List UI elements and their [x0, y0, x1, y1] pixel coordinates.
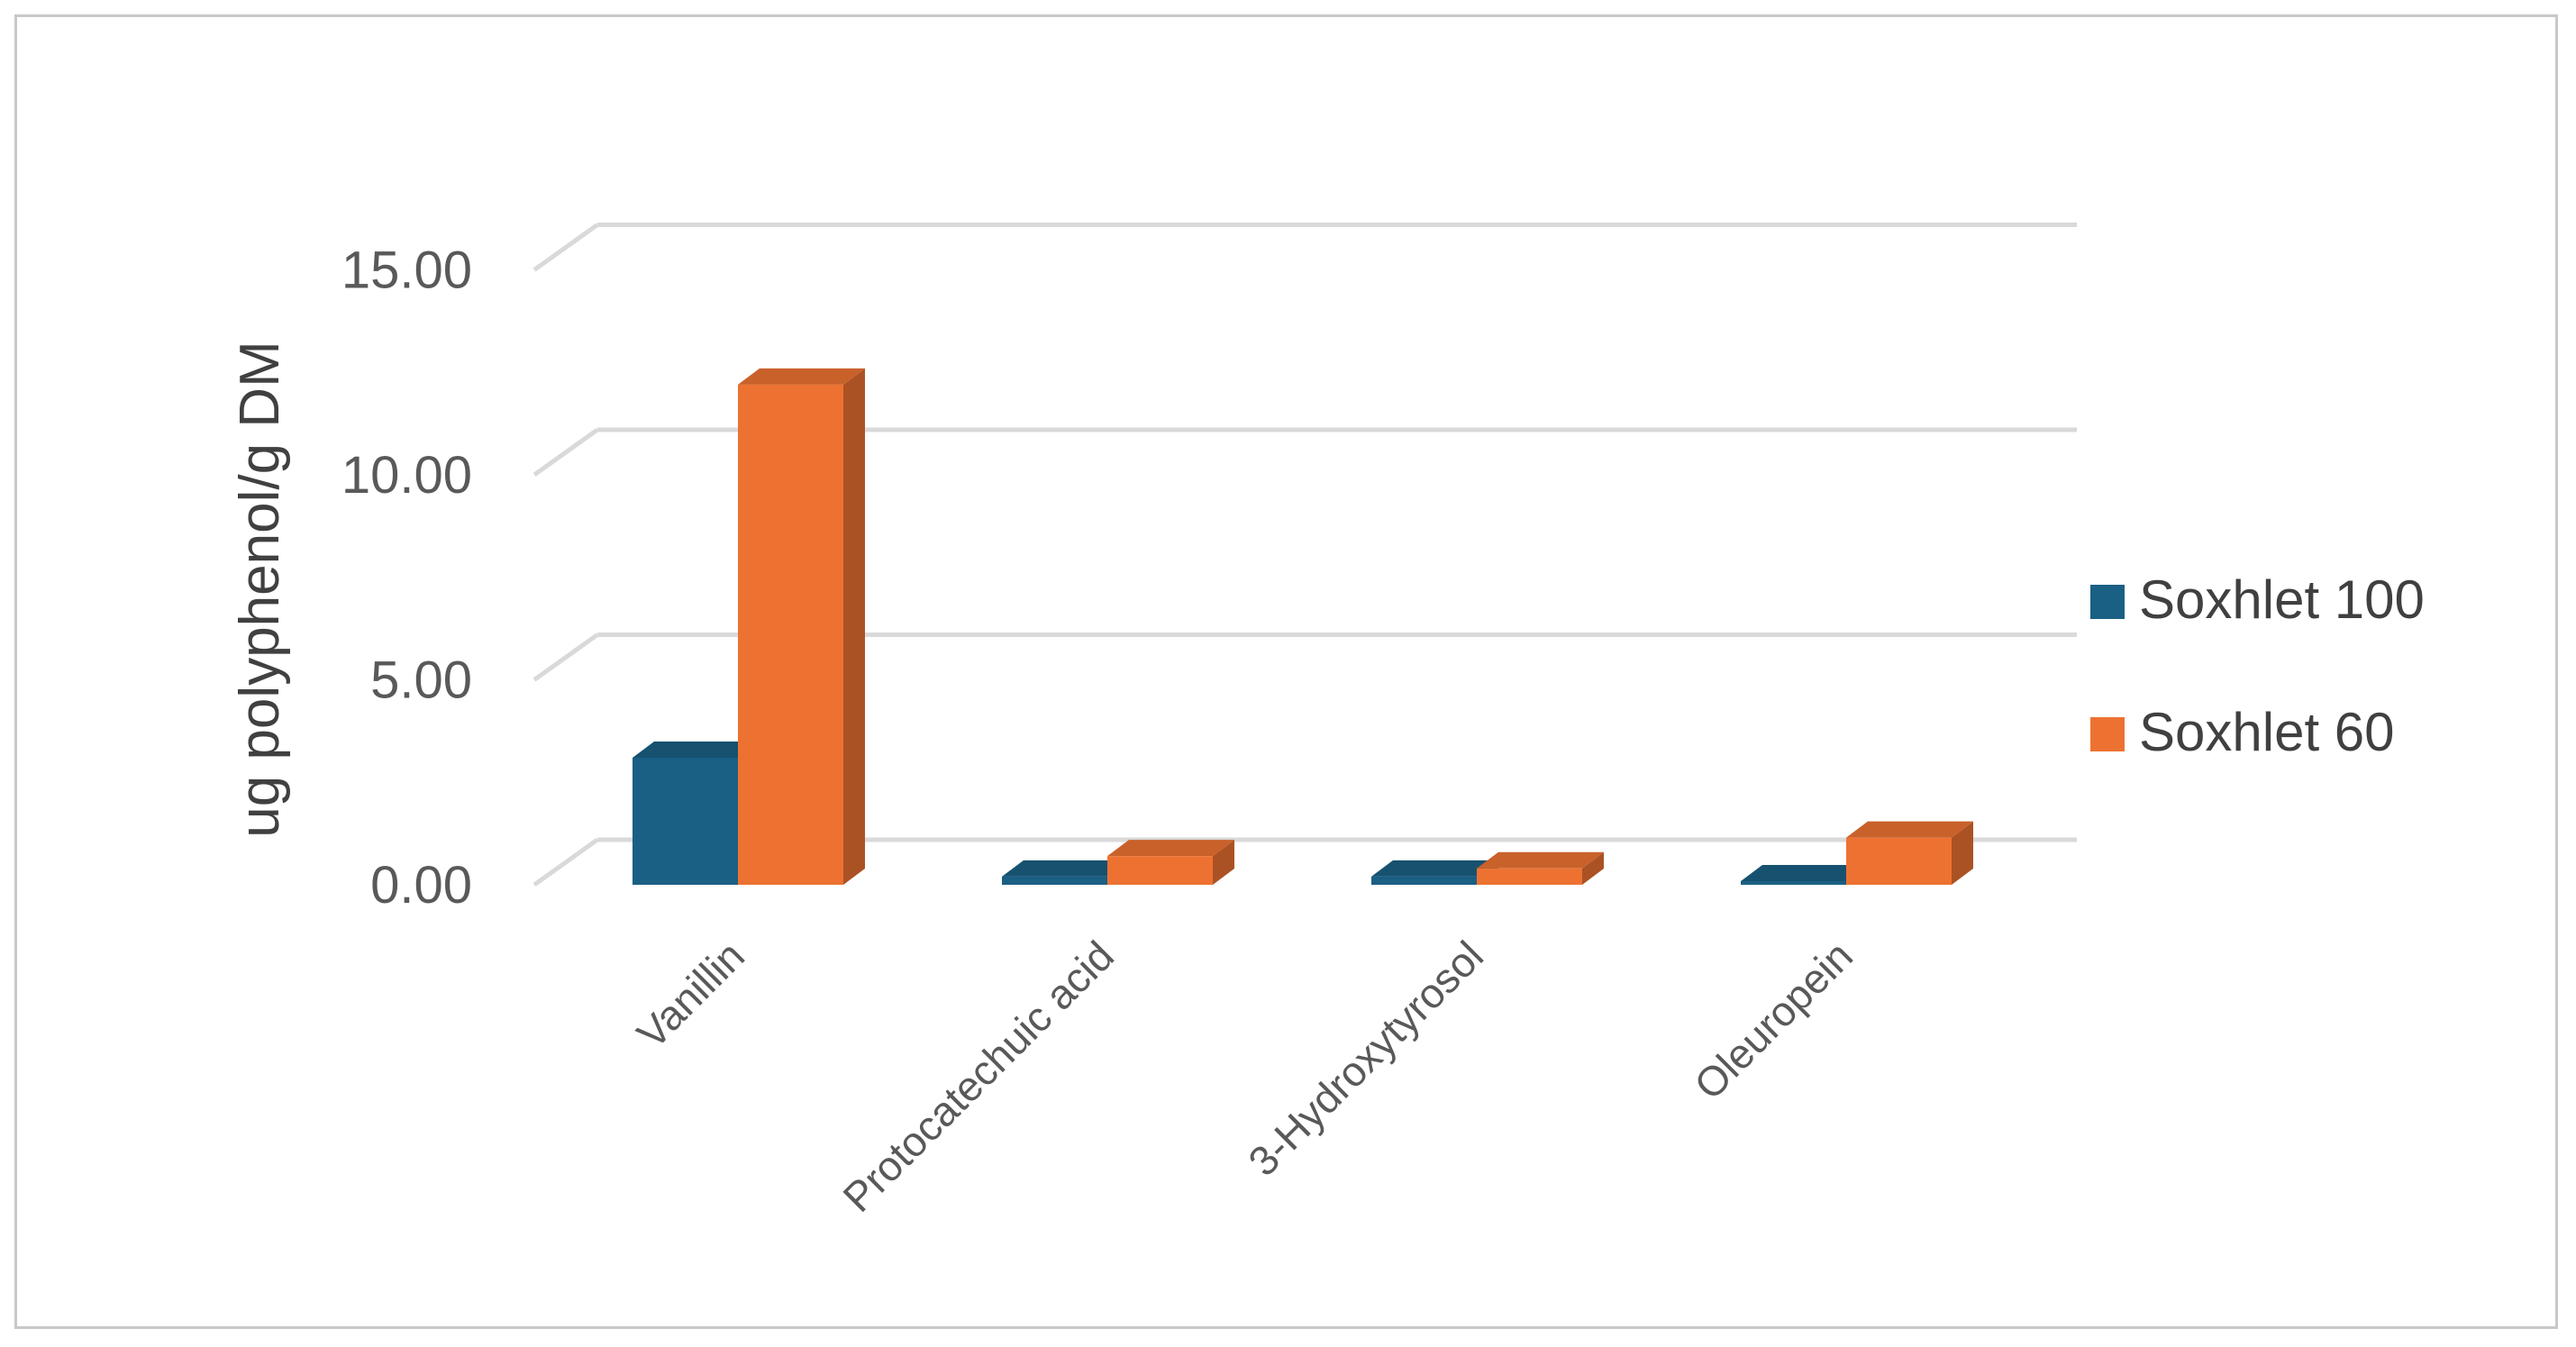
- gridline-depth: [532, 633, 599, 682]
- bar-chart: 0.00 5.00 10.00 15.00 Vanillin Protocatechui…: [229, 223, 2425, 1221]
- bar-1-0: [738, 368, 865, 885]
- gridline-depth: [532, 427, 599, 478]
- legend-item: Soxhlet 60: [2090, 702, 2395, 762]
- legend-item: Soxhlet 100: [2090, 569, 2425, 630]
- y-tick-label: 0.00: [370, 856, 472, 915]
- x-tick-label: Oleuropein: [1685, 932, 1861, 1108]
- y-tick-label: 5.00: [370, 651, 472, 710]
- y-tick-label: 15.00: [341, 241, 472, 300]
- gridline-depth: [532, 223, 599, 272]
- legend-label: Soxhlet 100: [2139, 569, 2425, 630]
- bar-1-3: [1846, 821, 1973, 885]
- chart-frame: 0.00 5.00 10.00 15.00 Vanillin Protocatechui…: [14, 14, 2558, 1329]
- x-axis-labels: Vanillin Protocatechuic acid 3-Hydroxytyro…: [628, 932, 1861, 1221]
- bar-1-1: [1107, 840, 1234, 885]
- legend-label: Soxhlet 60: [2139, 702, 2395, 762]
- legend-swatch: [2090, 717, 2125, 751]
- y-axis-title: ug polyphenol/g DM: [229, 341, 291, 837]
- x-tick-label: Protocatechuic acid: [833, 932, 1123, 1221]
- y-axis-ticks: 0.00 5.00 10.00 15.00: [341, 241, 472, 915]
- x-tick-label: 3-Hydroxytyrosol: [1239, 932, 1492, 1185]
- legend: Soxhlet 100 Soxhlet 60: [2090, 569, 2425, 762]
- bars: [633, 368, 1973, 885]
- bar-1-2: [1477, 851, 1604, 885]
- bar-0-0: [633, 741, 760, 885]
- gridline-depth: [532, 837, 599, 887]
- x-tick-label: Vanillin: [628, 932, 753, 1057]
- legend-swatch: [2090, 585, 2125, 619]
- y-tick-label: 10.00: [341, 446, 472, 505]
